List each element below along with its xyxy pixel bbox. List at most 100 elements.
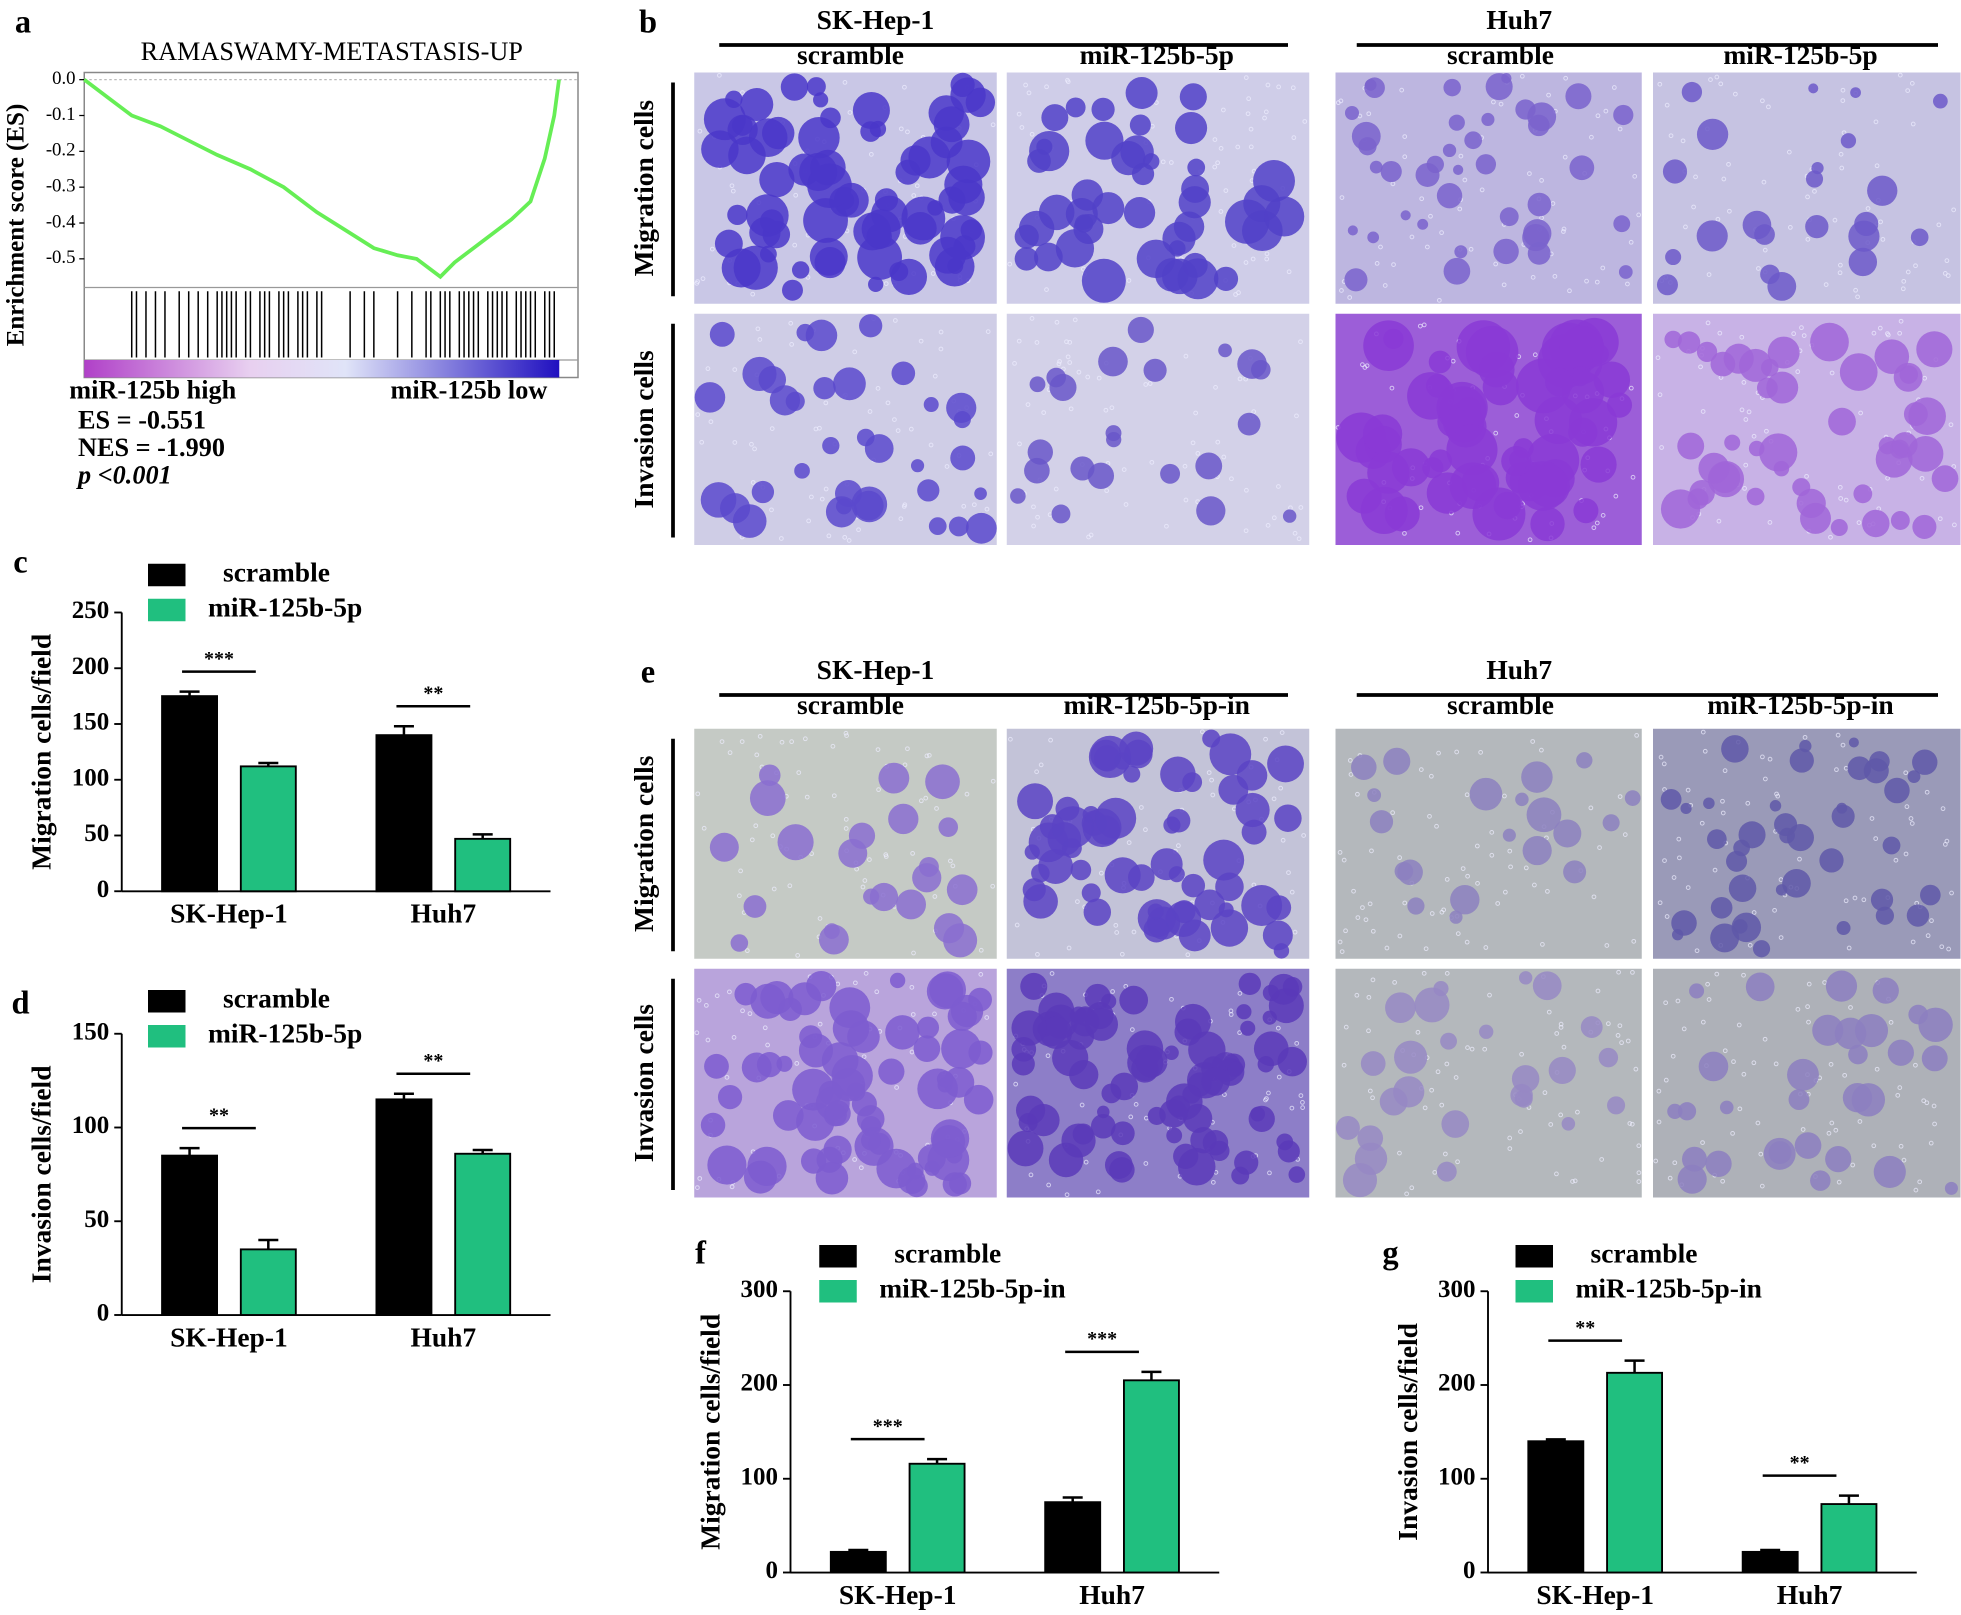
- cell-blob: [1721, 735, 1749, 763]
- cell-blob: [1231, 1166, 1250, 1185]
- cell-blob: [727, 204, 748, 225]
- speck: [1806, 1019, 1811, 1025]
- speck: [1126, 840, 1132, 845]
- cell-blob: [942, 1172, 967, 1197]
- cell-blob: [1450, 885, 1480, 915]
- speck: [1795, 369, 1801, 375]
- speck: [1625, 1038, 1631, 1044]
- speck: [750, 480, 756, 485]
- cell-blob: [1810, 322, 1849, 362]
- cell-blob: [1047, 822, 1082, 856]
- speck: [1897, 1085, 1903, 1090]
- cell-blob: [1773, 460, 1790, 477]
- bar: [454, 1152, 512, 1316]
- cell-blob: [856, 1105, 885, 1133]
- speck: [1366, 1028, 1371, 1034]
- cell-blob: [1195, 452, 1223, 480]
- cell-blob: [1436, 1161, 1457, 1182]
- speck: [1335, 100, 1341, 106]
- speck: [1932, 1121, 1937, 1127]
- cell-blob: [965, 87, 996, 118]
- speck: [911, 950, 916, 956]
- cell-blob: [1774, 813, 1798, 837]
- speck: [794, 1061, 800, 1066]
- cell-blob: [721, 248, 761, 288]
- speck: [1143, 382, 1149, 387]
- panel-label: g: [1382, 1236, 1398, 1272]
- cell-blob: [1007, 1130, 1044, 1167]
- cell-blob: [1613, 104, 1634, 126]
- cell-blob: [917, 479, 940, 502]
- cell-blob: [1394, 1040, 1428, 1074]
- speck: [1212, 137, 1218, 142]
- speck: [1049, 971, 1055, 976]
- legend-swatch: [819, 1245, 857, 1268]
- speck: [1708, 77, 1713, 82]
- cell-blob: [948, 179, 985, 216]
- legend-swatch: [1515, 1245, 1553, 1268]
- speck: [830, 743, 836, 749]
- speck: [1636, 212, 1642, 218]
- cell-blob: [852, 91, 890, 129]
- speck: [1664, 914, 1670, 919]
- speck: [1705, 320, 1711, 326]
- speck: [898, 516, 904, 522]
- speck: [1584, 278, 1589, 284]
- speck: [1878, 219, 1883, 225]
- speck: [1507, 1146, 1513, 1151]
- cell-blob: [1932, 93, 1948, 109]
- speck: [1874, 163, 1880, 169]
- speck: [1913, 263, 1918, 269]
- speck: [1479, 187, 1485, 193]
- column-label: miR-125b-5p-in: [1064, 689, 1250, 720]
- speck: [1700, 1019, 1706, 1025]
- speck: [1276, 84, 1282, 90]
- speck: [802, 736, 808, 742]
- speck: [1685, 787, 1691, 793]
- speck: [1103, 407, 1109, 413]
- speck: [1067, 360, 1073, 365]
- speck: [1554, 1171, 1559, 1177]
- speck: [1806, 981, 1812, 987]
- speck: [984, 1015, 990, 1020]
- speck: [1231, 243, 1237, 248]
- speck: [1423, 946, 1429, 952]
- speck: [1339, 949, 1345, 954]
- speck: [1561, 1044, 1567, 1050]
- cell-blob: [1738, 821, 1766, 849]
- y-axis-label: Invasion cells/field: [26, 1066, 57, 1284]
- error-bar: [1141, 1370, 1162, 1381]
- cell-blob: [1428, 350, 1452, 374]
- cell-blob: [749, 780, 786, 816]
- cell-blob: [1502, 828, 1516, 842]
- cell-blob: [1598, 1047, 1619, 1068]
- speck: [971, 502, 977, 508]
- speck: [924, 753, 930, 759]
- speck: [1921, 1098, 1927, 1104]
- cell-blob: [1347, 225, 1358, 236]
- speck: [1861, 897, 1867, 903]
- cell-blob: [1710, 896, 1733, 919]
- speck: [1439, 909, 1445, 915]
- speck: [1206, 770, 1212, 775]
- cell-blob: [1106, 431, 1122, 448]
- speck: [1676, 836, 1682, 842]
- speck: [789, 342, 795, 347]
- cell-blob: [1175, 111, 1208, 145]
- cell-blob: [1082, 808, 1122, 848]
- cell-blob: [717, 1084, 743, 1110]
- y-tick-label: 100: [72, 764, 110, 791]
- speck: [1657, 81, 1663, 87]
- cell-blob: [910, 459, 925, 473]
- cell-blob: [1041, 104, 1069, 132]
- cell-blob: [878, 1058, 905, 1085]
- cell-blob: [938, 817, 959, 837]
- speck: [1558, 1112, 1564, 1118]
- speck: [1286, 269, 1292, 275]
- speck: [875, 385, 881, 391]
- speck: [1904, 804, 1910, 810]
- speck: [1778, 935, 1784, 940]
- speck: [754, 752, 760, 758]
- legend-swatch: [148, 1025, 186, 1048]
- speck: [1436, 297, 1442, 303]
